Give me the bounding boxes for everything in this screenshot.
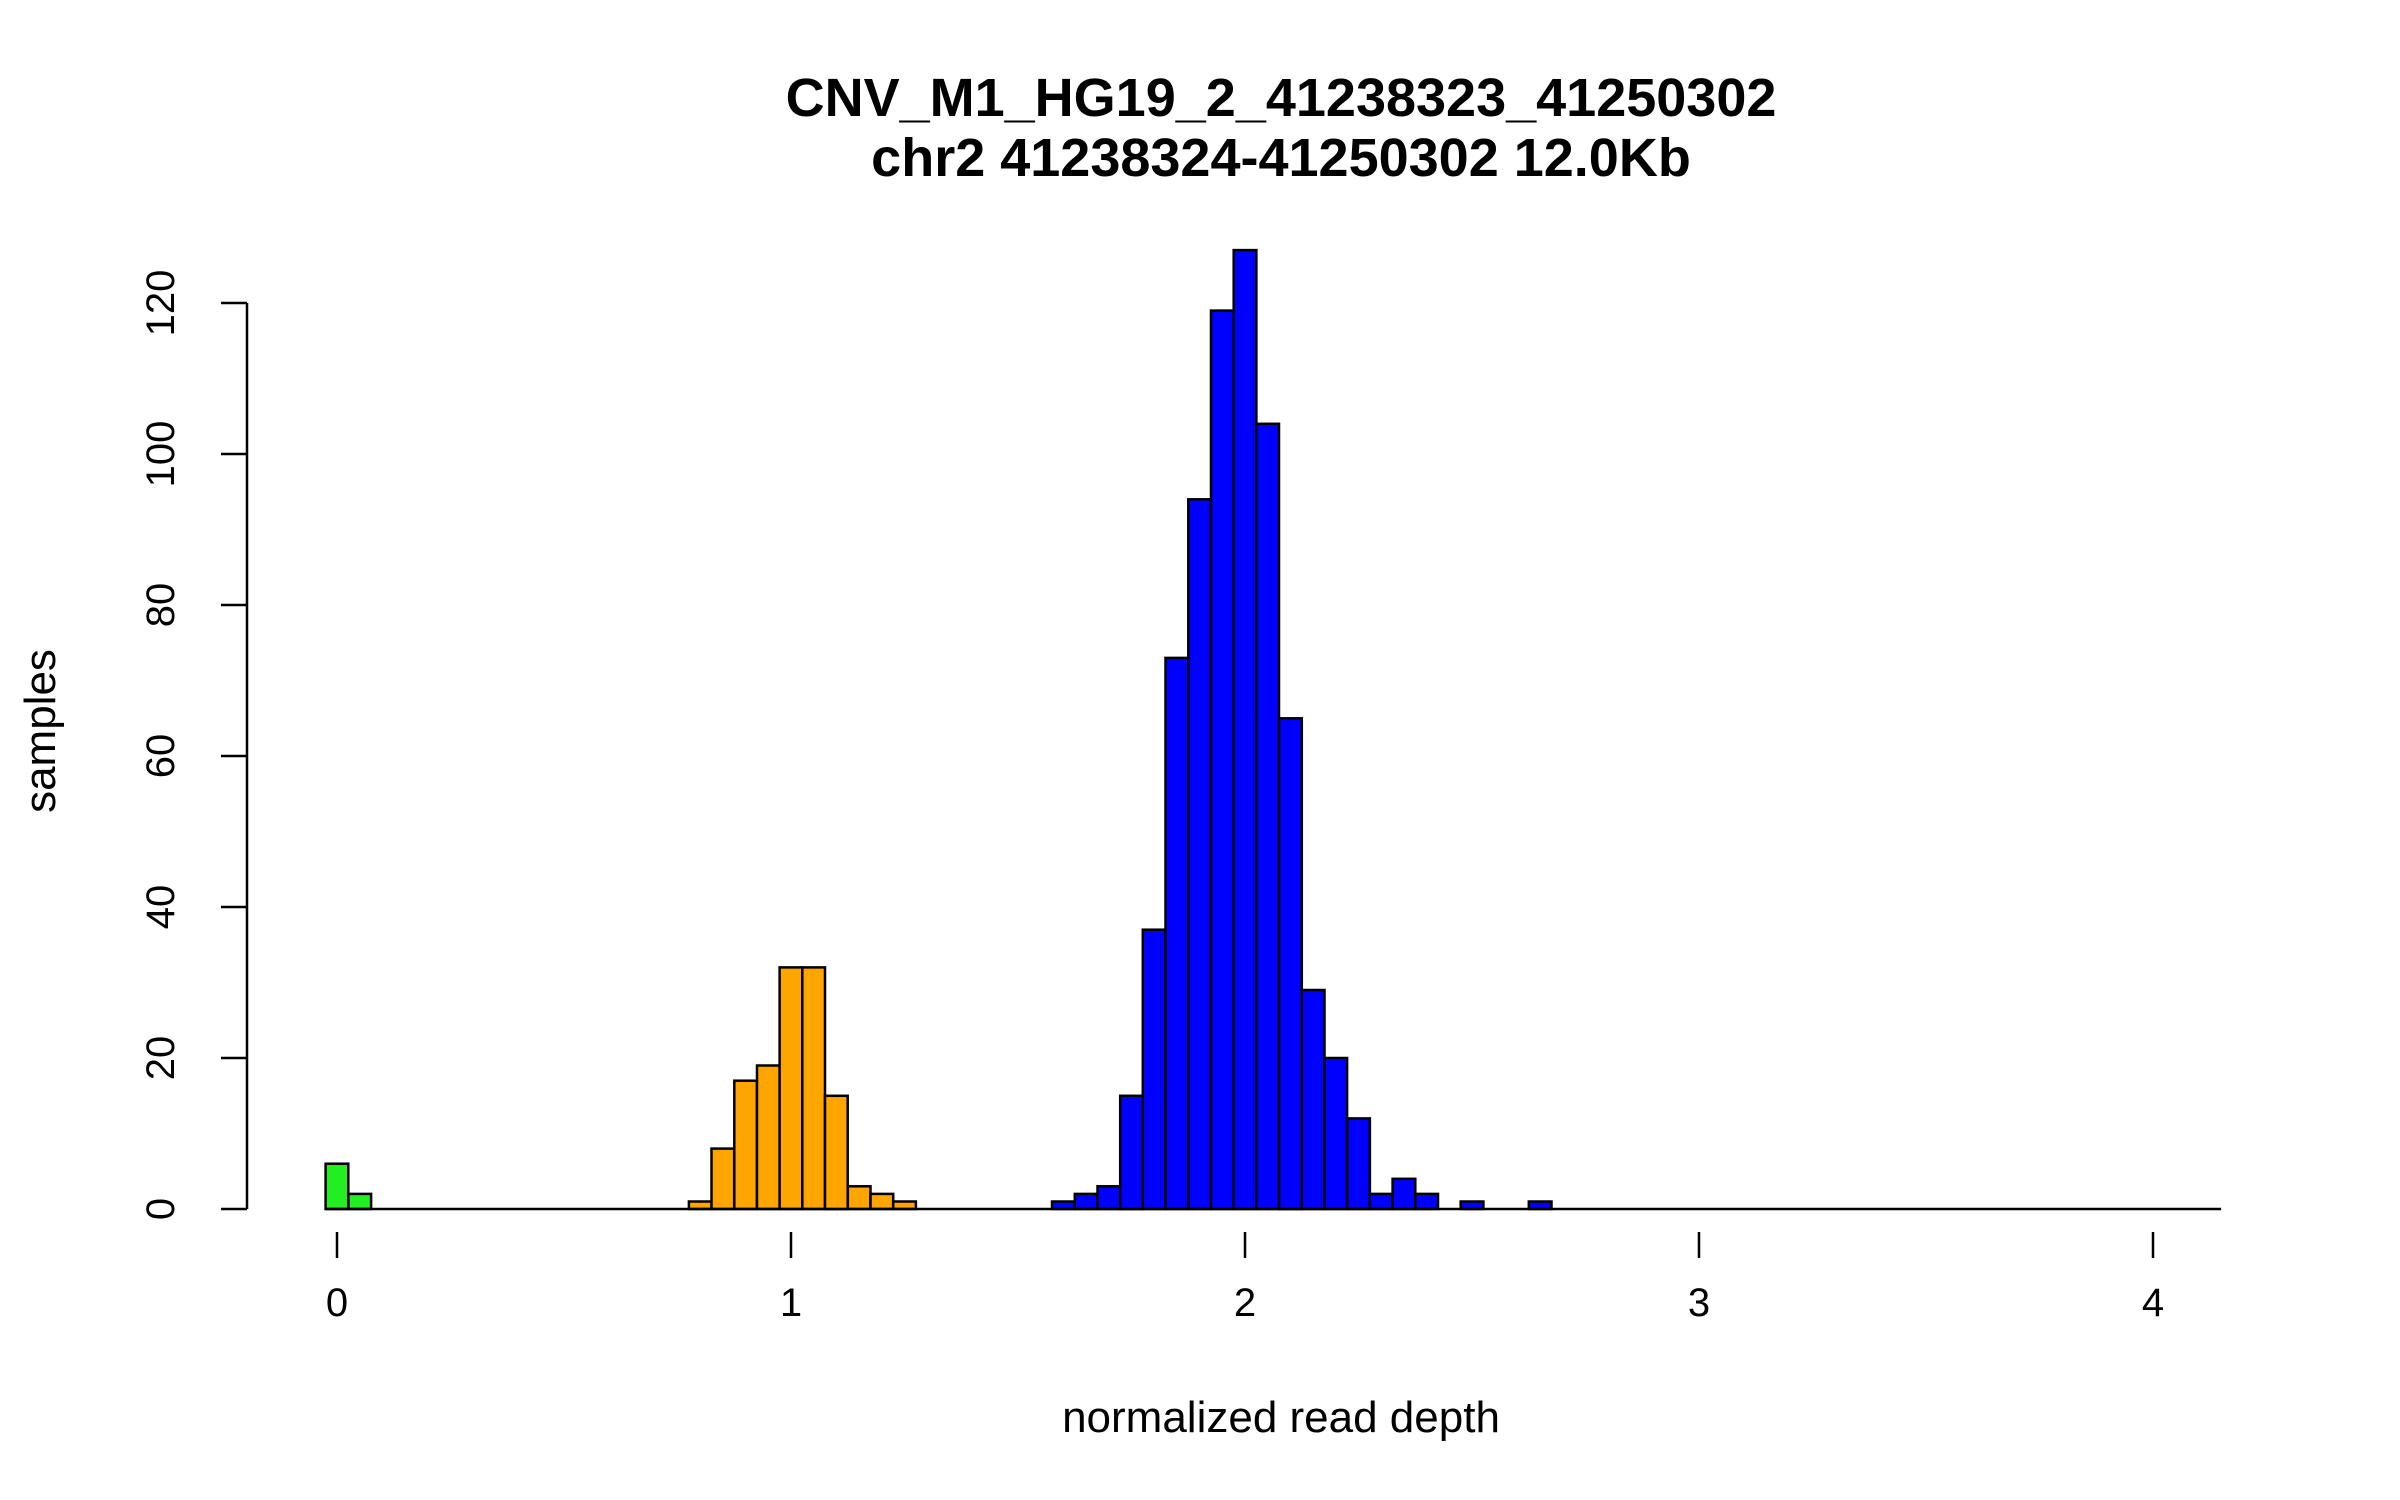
bars-layer [324,248,1553,1211]
histogram-bar [801,966,827,1211]
histogram-bar [347,1192,373,1211]
histogram-bar [1096,1185,1122,1211]
histogram-bar [755,1064,781,1211]
x-tick-label: 4 [2142,1281,2164,1325]
x-tick-label: 2 [1234,1281,1256,1325]
y-tick-label: 80 [139,583,183,628]
x-axis-label: normalized read depth [1062,1393,1500,1442]
histogram-bar [1277,717,1304,1211]
histogram-bar [1345,1117,1372,1211]
x-tick-label: 0 [326,1281,348,1325]
x-tick-label: 3 [1688,1281,1710,1325]
histogram-bar [1118,1094,1145,1211]
histogram-bar [1368,1192,1394,1211]
y-axis-label: samples [16,649,65,813]
y-tick-label: 120 [139,270,183,337]
y-tick-label: 60 [139,734,183,779]
histogram-bar [1323,1056,1349,1211]
y-tick-label: 40 [139,885,183,930]
histogram-bar [733,1079,759,1211]
histogram-bar [1073,1192,1099,1211]
histogram-bar [1141,928,1167,1211]
y-tick-label: 0 [139,1198,183,1220]
histogram-bar [869,1192,895,1211]
chart-title: CNV_M1_HG19_2_41238323_41250302 [786,68,1777,128]
histogram-bar [1164,656,1190,1211]
y-axis: 0 20 40 60 80 100 120 [139,270,249,1220]
x-tick-label: 1 [780,1281,802,1325]
histogram-bar [1232,248,1258,1211]
histogram-bar [1300,988,1326,1211]
y-tick-label: 20 [139,1036,183,1081]
histogram-bar [823,1094,849,1211]
histogram-bar [1391,1177,1417,1211]
chart-subtitle: chr2 41238324-41250302 12.0Kb [871,128,1691,188]
histogram-bar [710,1147,736,1211]
x-axis: 0 1 2 3 4 [326,1232,2164,1325]
y-tick-label: 100 [139,421,183,488]
histogram-bar [1209,309,1235,1211]
histogram-bar [1187,498,1213,1211]
histogram-bar [1414,1192,1440,1211]
histogram-bar [846,1185,872,1211]
histogram-bar [1255,422,1281,1211]
histogram-bar [778,966,804,1211]
histogram-bar [324,1162,350,1211]
